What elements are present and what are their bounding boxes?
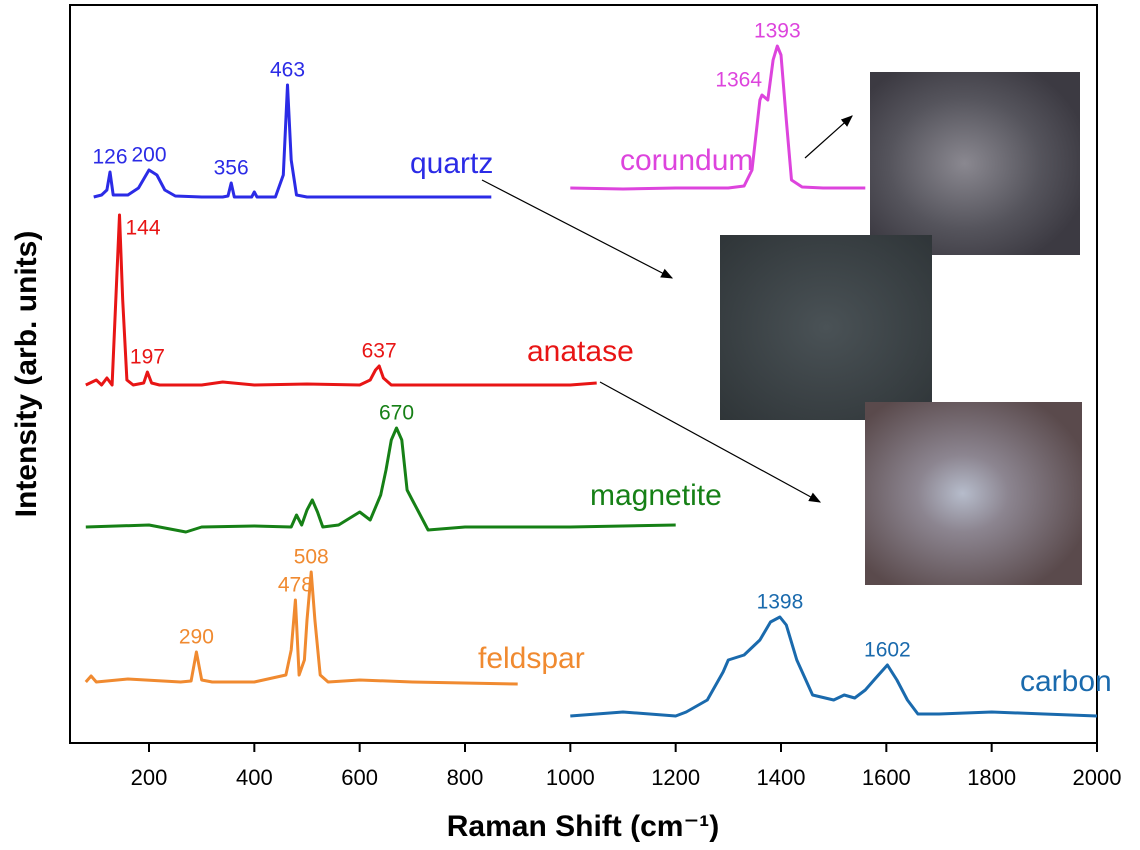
peak-label: 200 <box>131 144 166 167</box>
peak-label: 144 <box>126 217 161 240</box>
x-tick-label: 1800 <box>967 765 1016 790</box>
x-tick-label: 600 <box>341 765 378 790</box>
spectrum-line <box>86 428 676 532</box>
x-tick-label: 1600 <box>862 765 911 790</box>
peak-label: 508 <box>294 546 329 569</box>
x-tick-label: 800 <box>447 765 484 790</box>
chart: Raman Shift (cm⁻¹) Intensity (arb. units… <box>0 0 1140 850</box>
micrographs <box>482 72 1082 585</box>
peak-label: 1602 <box>864 639 911 662</box>
peak-label: 197 <box>130 346 165 369</box>
photo <box>870 72 1080 255</box>
x-tick-label: 400 <box>236 765 273 790</box>
x-tick-label: 1000 <box>546 765 595 790</box>
peak-label: 478 <box>278 574 313 597</box>
series-name: carbon <box>1020 665 1112 698</box>
series-name: anatase <box>527 335 634 368</box>
arrow <box>482 180 672 278</box>
spectrum-line <box>94 85 492 197</box>
peak-label: 356 <box>214 157 249 180</box>
series-name: corundum <box>620 144 753 177</box>
series-name: feldspar <box>478 642 585 675</box>
x-tick-label: 2000 <box>1073 765 1122 790</box>
peak-label: 637 <box>362 340 397 363</box>
peak-label: 670 <box>379 402 414 425</box>
y-axis-title: Intensity (arb. units) <box>10 231 43 518</box>
peak-label: 1364 <box>715 69 762 92</box>
peak-label: 1393 <box>754 20 801 43</box>
series-name: quartz <box>410 147 493 180</box>
peak-label: 290 <box>179 626 214 649</box>
spectrum-line <box>570 617 1097 716</box>
arrow <box>805 116 852 158</box>
photo <box>865 402 1082 585</box>
x-tick-label: 1400 <box>757 765 806 790</box>
peak-label: 1398 <box>757 591 804 614</box>
x-tick-label: 1200 <box>651 765 700 790</box>
peak-label: 463 <box>270 59 305 82</box>
x-axis-title: Raman Shift (cm⁻¹) <box>447 810 720 843</box>
peak-label: 126 <box>93 146 128 169</box>
series-name: magnetite <box>590 479 722 512</box>
photo <box>720 235 932 420</box>
x-tick-label: 200 <box>131 765 168 790</box>
